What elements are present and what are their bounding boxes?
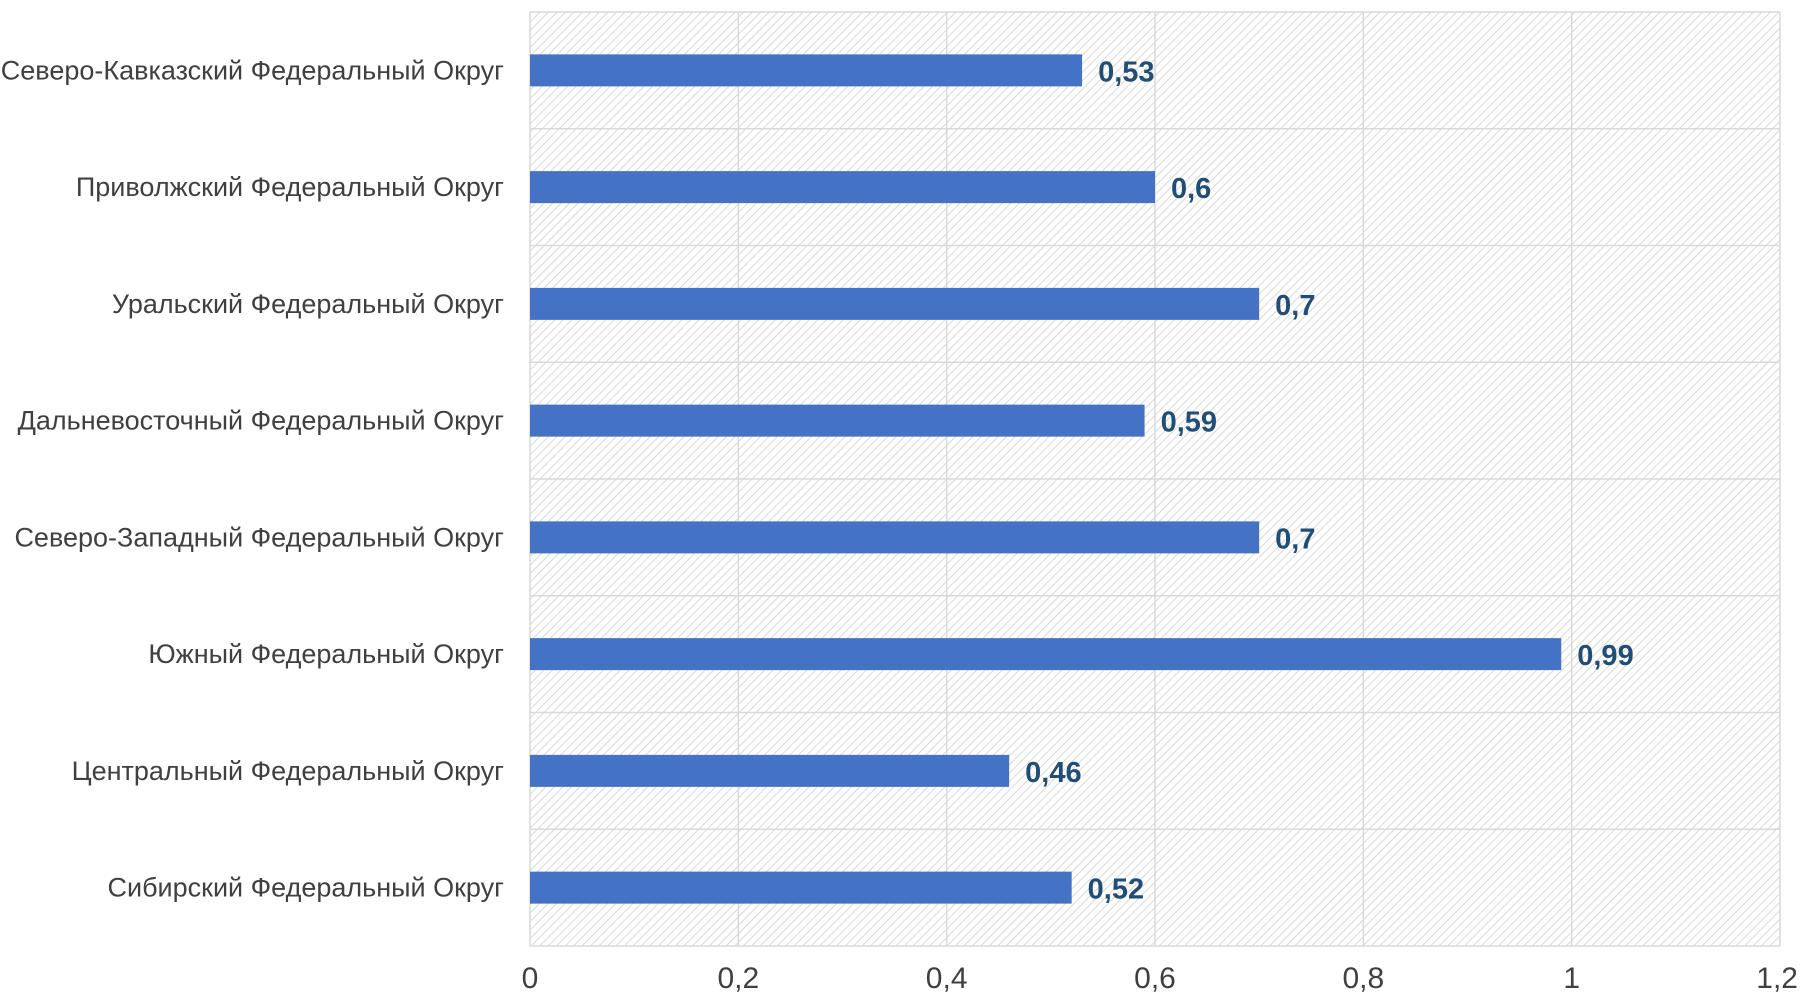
category-label-3: Дальневосточный Федеральный Округ [18, 406, 505, 436]
bar-6 [530, 754, 1010, 787]
bar-1 [530, 171, 1155, 204]
bar-3 [530, 404, 1145, 437]
x-tick-label-0: 0 [522, 962, 539, 995]
x-tick-label-5: 1 [1563, 962, 1580, 995]
category-label-5: Южный Федеральный Округ [148, 639, 504, 669]
data-labels: 0,53 0,6 0,7 0,59 0,7 0,99 0,46 0,52 [1025, 56, 1634, 905]
data-label-3: 0,59 [1161, 407, 1217, 439]
data-label-7: 0,52 [1088, 874, 1144, 906]
bar-2 [530, 287, 1260, 320]
category-labels: Северо-Кавказский Федеральный Округ Приво… [1, 55, 504, 902]
bars-group [530, 54, 1562, 904]
gridlines [529, 11, 1781, 947]
data-label-1: 0,6 [1171, 173, 1211, 205]
data-label-5: 0,99 [1577, 640, 1633, 672]
category-label-7: Сибирский Федеральный Округ [108, 873, 505, 903]
x-axis-tick-labels: 0 0,2 0,4 0,6 0,8 1 1,2 [522, 962, 1798, 995]
category-label-4: Северо-Западный Федеральный Округ [14, 522, 504, 552]
x-tick-label-1: 0,2 [717, 962, 759, 995]
category-label-2: Уральский Федеральный Округ [112, 289, 504, 319]
data-label-2: 0,7 [1275, 290, 1315, 322]
x-tick-label-4: 0,8 [1342, 962, 1384, 995]
bar-0 [530, 54, 1083, 87]
x-tick-label-6: 1,2 [1756, 962, 1798, 995]
category-label-6: Центральный Федеральный Округ [72, 756, 505, 786]
bar-4 [530, 521, 1260, 554]
category-label-0: Северо-Кавказский Федеральный Округ [1, 55, 504, 85]
x-tick-label-2: 0,4 [926, 962, 968, 995]
data-label-0: 0,53 [1098, 56, 1154, 88]
data-label-4: 0,7 [1275, 523, 1315, 555]
bar-7 [530, 871, 1072, 904]
bar-5 [530, 638, 1562, 671]
x-tick-label-3: 0,6 [1134, 962, 1176, 995]
data-label-6: 0,46 [1025, 757, 1081, 789]
category-label-1: Приволжский Федеральный Округ [76, 172, 504, 202]
